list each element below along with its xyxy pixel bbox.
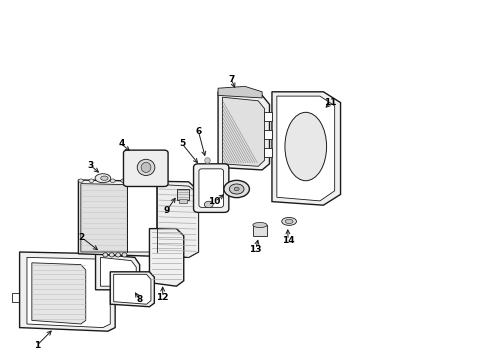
Text: 4: 4 bbox=[118, 139, 125, 148]
Ellipse shape bbox=[137, 159, 155, 175]
FancyBboxPatch shape bbox=[123, 150, 168, 186]
Ellipse shape bbox=[253, 222, 267, 228]
Ellipse shape bbox=[224, 180, 249, 198]
Polygon shape bbox=[127, 184, 157, 252]
Ellipse shape bbox=[103, 253, 108, 257]
Polygon shape bbox=[264, 130, 272, 139]
Ellipse shape bbox=[78, 179, 83, 183]
Text: 8: 8 bbox=[137, 295, 143, 304]
Ellipse shape bbox=[121, 179, 126, 183]
Ellipse shape bbox=[204, 201, 213, 208]
FancyBboxPatch shape bbox=[194, 164, 229, 212]
Text: 12: 12 bbox=[156, 292, 169, 302]
Text: 11: 11 bbox=[324, 98, 337, 107]
Text: 5: 5 bbox=[179, 139, 185, 148]
Text: 14: 14 bbox=[282, 235, 294, 245]
Ellipse shape bbox=[285, 219, 293, 224]
Polygon shape bbox=[272, 92, 341, 205]
Ellipse shape bbox=[109, 253, 114, 257]
Polygon shape bbox=[100, 257, 136, 286]
Polygon shape bbox=[277, 96, 335, 201]
Ellipse shape bbox=[89, 179, 94, 183]
Text: 2: 2 bbox=[79, 233, 85, 242]
Ellipse shape bbox=[141, 162, 151, 172]
FancyBboxPatch shape bbox=[199, 169, 223, 207]
Polygon shape bbox=[253, 225, 267, 236]
Text: 7: 7 bbox=[228, 75, 235, 84]
Ellipse shape bbox=[122, 253, 127, 257]
Ellipse shape bbox=[99, 179, 104, 183]
Polygon shape bbox=[157, 184, 198, 257]
Polygon shape bbox=[149, 229, 184, 286]
Polygon shape bbox=[12, 293, 20, 302]
Ellipse shape bbox=[101, 176, 108, 180]
Polygon shape bbox=[222, 97, 265, 166]
Ellipse shape bbox=[95, 174, 111, 183]
Polygon shape bbox=[110, 272, 154, 307]
Polygon shape bbox=[96, 254, 140, 290]
Polygon shape bbox=[218, 92, 270, 170]
Polygon shape bbox=[114, 274, 151, 304]
Polygon shape bbox=[32, 263, 86, 324]
Polygon shape bbox=[179, 199, 187, 203]
Polygon shape bbox=[177, 189, 189, 200]
Text: 6: 6 bbox=[196, 127, 201, 136]
Polygon shape bbox=[81, 184, 127, 252]
Polygon shape bbox=[20, 252, 115, 331]
Ellipse shape bbox=[116, 253, 121, 257]
Ellipse shape bbox=[131, 179, 136, 183]
Ellipse shape bbox=[142, 179, 147, 183]
Polygon shape bbox=[78, 180, 198, 257]
Ellipse shape bbox=[282, 217, 296, 225]
Text: 1: 1 bbox=[34, 341, 40, 350]
Ellipse shape bbox=[285, 112, 326, 181]
Text: 3: 3 bbox=[88, 161, 94, 170]
Ellipse shape bbox=[110, 179, 115, 183]
Text: 13: 13 bbox=[249, 245, 262, 253]
Polygon shape bbox=[264, 112, 272, 121]
Polygon shape bbox=[218, 86, 262, 98]
Text: 10: 10 bbox=[208, 197, 221, 206]
Ellipse shape bbox=[234, 187, 239, 191]
Polygon shape bbox=[27, 257, 110, 328]
Text: 9: 9 bbox=[163, 206, 170, 215]
Polygon shape bbox=[264, 148, 272, 157]
Ellipse shape bbox=[229, 184, 244, 194]
